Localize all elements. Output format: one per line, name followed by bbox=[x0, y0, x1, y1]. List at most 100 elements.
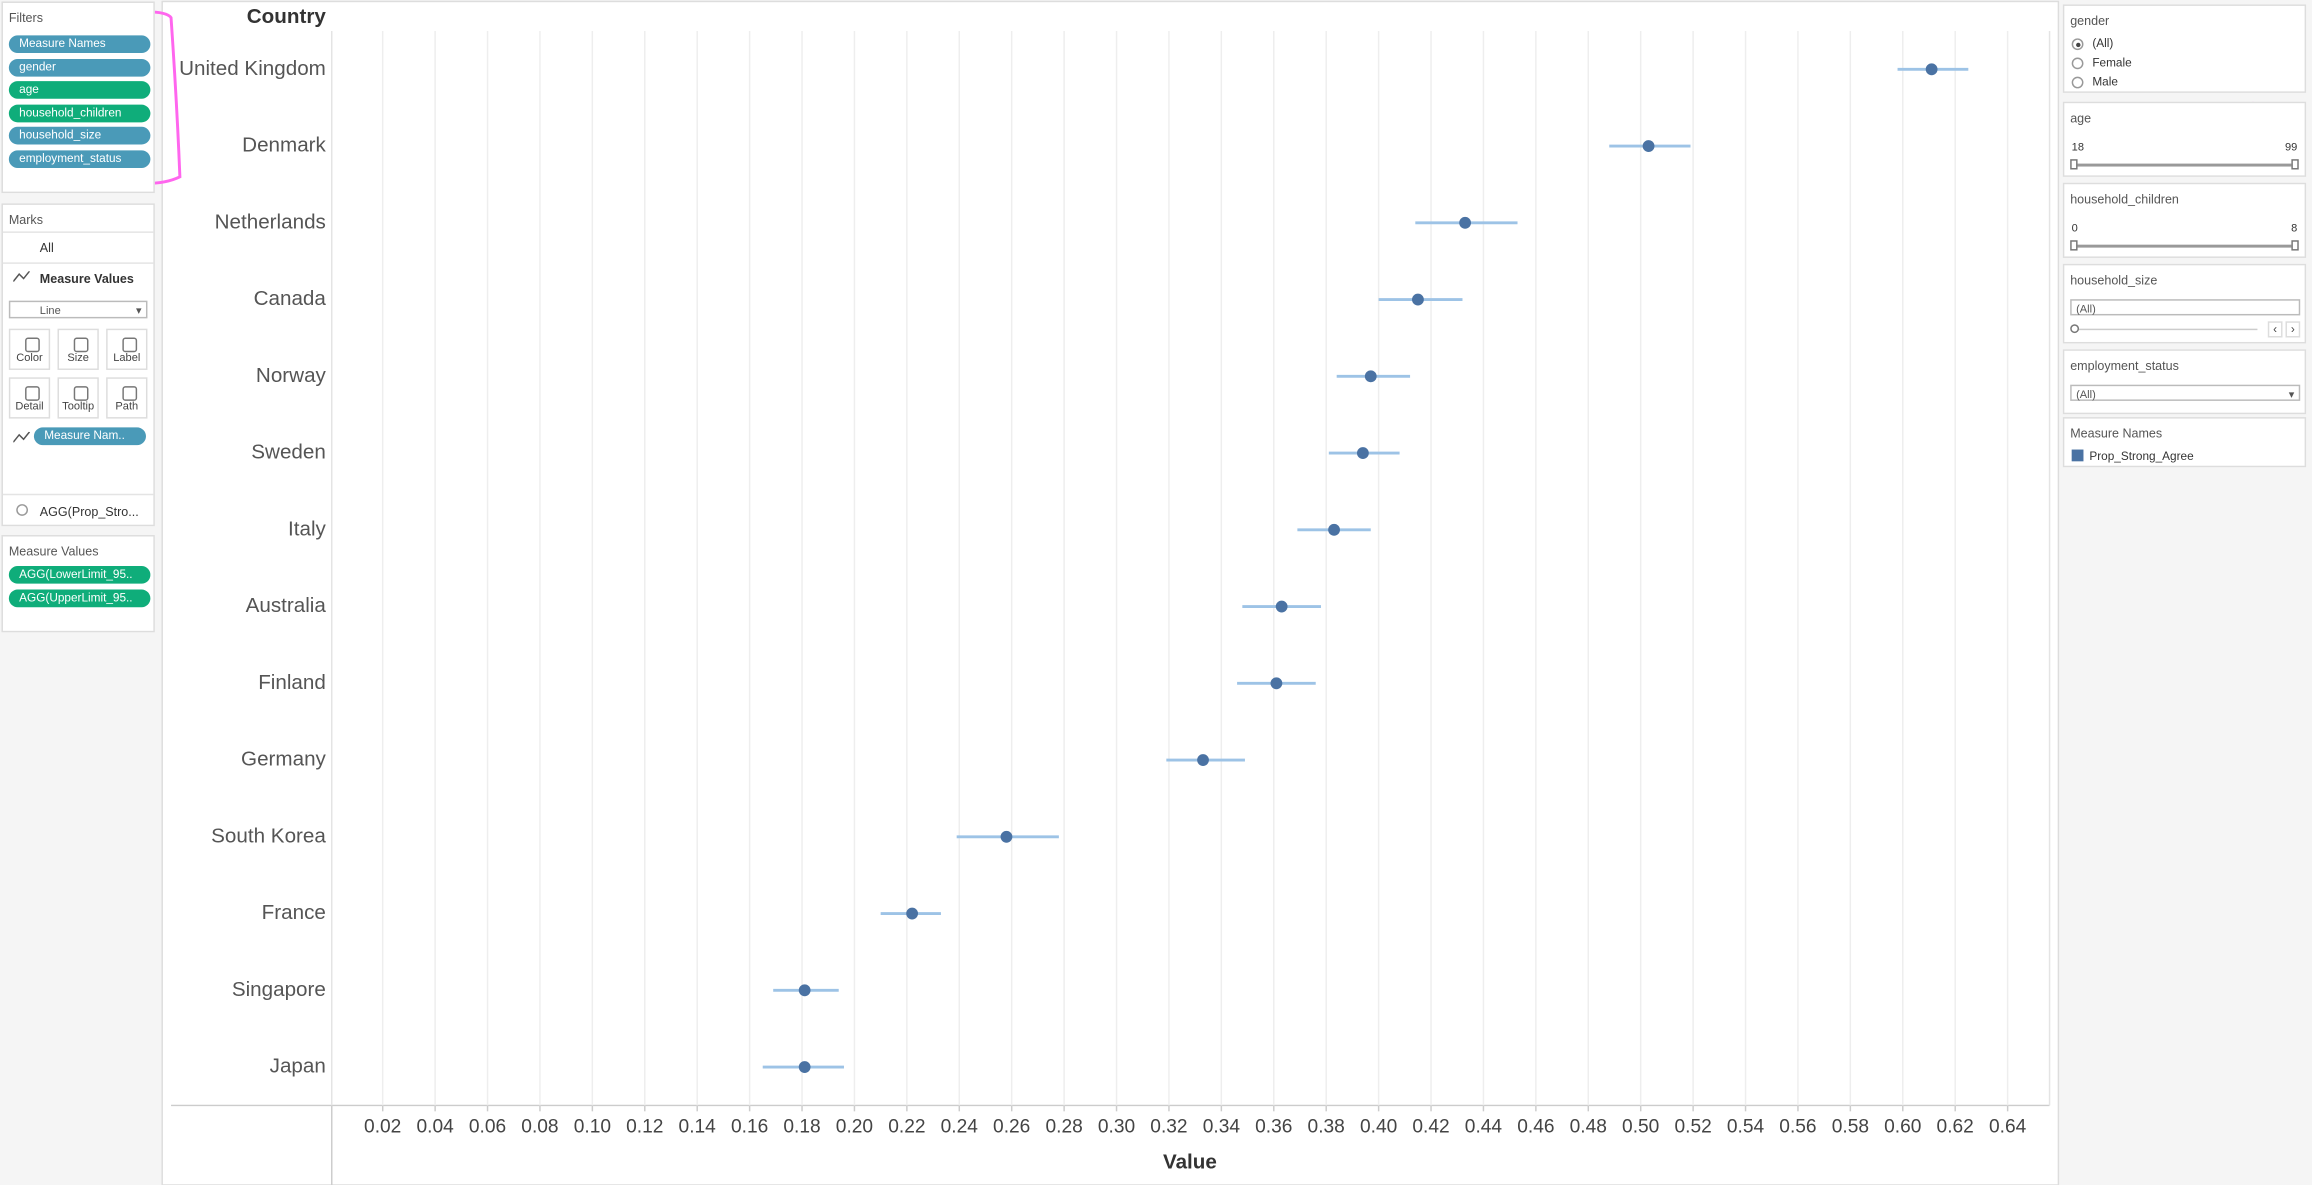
filter-field[interactable]: (All) bbox=[2070, 299, 2301, 316]
x-axis-title: Value bbox=[1163, 1150, 1217, 1173]
x-tick-label: 0.24 bbox=[941, 1117, 979, 1138]
button-icon bbox=[73, 386, 89, 401]
legend-title: Measure Names bbox=[2070, 425, 2163, 441]
mark-type-dropdown[interactable]: Line ▾ bbox=[8, 300, 148, 319]
x-tick-label: 0.50 bbox=[1622, 1117, 1659, 1138]
mark-button[interactable]: Detail bbox=[8, 377, 51, 419]
point bbox=[1925, 63, 1938, 76]
slider-knob[interactable] bbox=[2070, 159, 2078, 170]
path-pill[interactable]: Measure Nam.. bbox=[33, 427, 146, 446]
value-slider[interactable] bbox=[2070, 324, 2258, 334]
point bbox=[1197, 754, 1209, 766]
range-max: 99 bbox=[2284, 140, 2298, 154]
next-button[interactable]: › bbox=[2285, 321, 2301, 338]
button-label: Color bbox=[16, 350, 43, 365]
mark-button[interactable]: Color bbox=[8, 328, 51, 370]
legend: Measure Names Prop_Strong_Agree bbox=[2062, 417, 2307, 468]
line-icon bbox=[13, 431, 31, 443]
button-icon bbox=[25, 337, 40, 353]
radio-button[interactable] bbox=[2071, 76, 2084, 89]
field-pill[interactable]: gender bbox=[8, 58, 151, 77]
slider-knob[interactable] bbox=[2070, 240, 2078, 251]
x-tick-label: 0.28 bbox=[1045, 1117, 1082, 1138]
x-tick-label: 0.56 bbox=[1779, 1117, 1816, 1138]
filter-dropdown[interactable]: (All) ▾ bbox=[2070, 384, 2301, 401]
category-label: United Kingdom bbox=[179, 57, 326, 80]
point bbox=[1459, 216, 1472, 229]
x-tick-label: 0.38 bbox=[1308, 1117, 1345, 1138]
category-label: France bbox=[262, 901, 326, 924]
x-tick-label: 0.08 bbox=[521, 1117, 558, 1138]
field-pill[interactable]: AGG(UpperLimit_95.. bbox=[8, 589, 151, 608]
radio-label[interactable]: Female bbox=[2092, 56, 2132, 70]
slider-knob[interactable] bbox=[2291, 240, 2299, 251]
point bbox=[1270, 677, 1283, 690]
point bbox=[1364, 370, 1377, 383]
field-pill[interactable]: employment_status bbox=[8, 150, 151, 169]
x-tick-label: 0.36 bbox=[1255, 1117, 1292, 1138]
mark-button[interactable]: Label bbox=[106, 328, 148, 370]
range-max: 8 bbox=[2291, 221, 2298, 235]
measure-values-tab[interactable]: Measure Values bbox=[39, 271, 134, 286]
category-label: Sweden bbox=[251, 441, 326, 464]
x-tick-label: 0.14 bbox=[679, 1117, 717, 1138]
prev-button[interactable]: ‹ bbox=[2267, 321, 2283, 338]
radio-button[interactable] bbox=[2071, 57, 2084, 70]
range-min: 18 bbox=[2071, 140, 2084, 154]
mark-button[interactable]: Size bbox=[57, 328, 99, 370]
legend-label[interactable]: Prop_Strong_Agree bbox=[2089, 449, 2194, 463]
category-label: Netherlands bbox=[215, 210, 326, 233]
x-tick-label: 0.22 bbox=[888, 1117, 925, 1138]
field-pill[interactable]: AGG(LowerLimit_95.. bbox=[8, 565, 151, 584]
x-tick-label: 0.20 bbox=[836, 1117, 873, 1138]
point bbox=[798, 984, 811, 997]
category-label: Japan bbox=[270, 1055, 326, 1078]
button-icon bbox=[122, 386, 138, 401]
x-tick-label: 0.12 bbox=[626, 1117, 663, 1138]
field-pill[interactable]: age bbox=[8, 81, 151, 100]
range-slider[interactable] bbox=[2070, 159, 2299, 170]
mark-type: Line bbox=[39, 303, 61, 317]
x-tick-label: 0.34 bbox=[1203, 1117, 1241, 1138]
x-tick-label: 0.62 bbox=[1937, 1117, 1974, 1138]
radio-label[interactable]: (All) bbox=[2092, 36, 2114, 51]
category-label: Singapore bbox=[232, 978, 326, 1001]
filter-value: (All) bbox=[2076, 387, 2096, 401]
x-tick-label: 0.44 bbox=[1465, 1117, 1503, 1138]
radio-button[interactable] bbox=[2071, 38, 2084, 51]
button-icon bbox=[122, 337, 138, 353]
household-children-filter: household_children 0 8 bbox=[2062, 182, 2307, 258]
button-label: Label bbox=[113, 350, 141, 365]
point bbox=[1328, 523, 1340, 536]
agg-field[interactable]: AGG(Prop_Stro... bbox=[39, 504, 139, 519]
field-pill[interactable]: household_children bbox=[8, 104, 151, 123]
gender-filter: gender (All) Female Male bbox=[2062, 4, 2307, 93]
x-tick-label: 0.60 bbox=[1884, 1117, 1921, 1138]
button-icon bbox=[73, 337, 89, 353]
row-header: Country bbox=[247, 5, 327, 28]
x-tick-label: 0.64 bbox=[1989, 1117, 2027, 1138]
x-tick-label: 0.42 bbox=[1412, 1117, 1449, 1138]
employment-status-filter: employment_status (All) ▾ bbox=[2062, 349, 2307, 415]
all-row[interactable]: All bbox=[2, 231, 154, 264]
mark-button[interactable]: Tooltip bbox=[57, 377, 99, 419]
filter-value: (All) bbox=[2076, 302, 2096, 316]
x-tick-label: 0.04 bbox=[416, 1117, 454, 1138]
range-slider[interactable] bbox=[2070, 240, 2299, 251]
slider-knob[interactable] bbox=[2070, 324, 2080, 334]
dropdown-arrow: ▾ bbox=[2288, 387, 2295, 401]
radio-label[interactable]: Male bbox=[2092, 75, 2118, 89]
x-tick-label: 0.58 bbox=[1832, 1117, 1869, 1138]
field-pill[interactable]: household_size bbox=[8, 127, 151, 146]
slider-knob[interactable] bbox=[2291, 159, 2299, 170]
mark-button[interactable]: Path bbox=[106, 377, 148, 419]
button-label: Path bbox=[115, 399, 139, 413]
category-label: Denmark bbox=[242, 134, 326, 157]
measure-values-shelf: Measure Values AGG(LowerLimit_95.. AGG(Up… bbox=[1, 535, 155, 633]
field-pill[interactable]: Measure Names bbox=[8, 35, 151, 54]
age-filter: age 18 99 bbox=[2062, 101, 2307, 177]
x-tick-label: 0.10 bbox=[574, 1117, 611, 1138]
point bbox=[1000, 830, 1013, 843]
card-title: Marks bbox=[8, 212, 43, 227]
x-tick-label: 0.40 bbox=[1360, 1117, 1397, 1138]
